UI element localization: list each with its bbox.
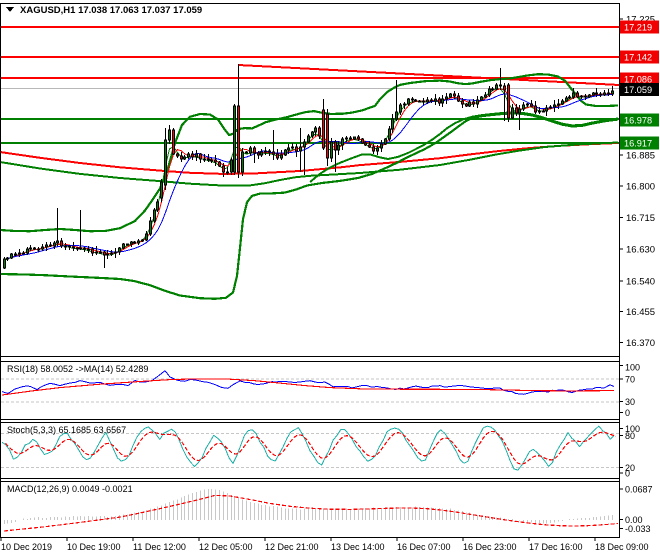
svg-text:16.455: 16.455: [626, 307, 655, 318]
svg-text:30: 30: [625, 397, 635, 407]
svg-text:0.00: 0.00: [625, 515, 643, 525]
svg-text:0.0687: 0.0687: [625, 485, 653, 495]
svg-text:16.885: 16.885: [626, 151, 655, 162]
svg-text:80: 80: [625, 431, 635, 441]
svg-text:18 Dec 09:00: 18 Dec 09:00: [595, 542, 649, 552]
svg-text:0: 0: [625, 408, 630, 418]
svg-text:16.978: 16.978: [624, 116, 652, 126]
svg-text:16.917: 16.917: [624, 139, 652, 149]
svg-text:16.370: 16.370: [626, 338, 655, 349]
svg-text:RSI(18) 58.0052 ->MA(14) 52.4: RSI(18) 58.0052 ->MA(14) 52.4289: [7, 364, 148, 374]
svg-text:16 Dec 07:00: 16 Dec 07:00: [397, 542, 451, 552]
svg-text:17.059: 17.059: [624, 85, 652, 95]
svg-text:16.540: 16.540: [626, 277, 655, 288]
svg-text:Stoch(5,3,3) 65.1685 63.6567: Stoch(5,3,3) 65.1685 63.6567: [7, 425, 126, 435]
svg-text:11 Dec 12:00: 11 Dec 12:00: [133, 542, 186, 552]
svg-text:100: 100: [625, 363, 640, 373]
svg-text:100: 100: [625, 424, 640, 434]
svg-text:16.800: 16.800: [626, 182, 655, 193]
svg-text:10 Dec 2019: 10 Dec 2019: [1, 542, 52, 552]
svg-text:17.086: 17.086: [624, 75, 652, 85]
svg-text:16 Dec 23:00: 16 Dec 23:00: [463, 542, 517, 552]
svg-text:17.142: 17.142: [624, 53, 652, 63]
svg-text:10 Dec 19:00: 10 Dec 19:00: [67, 542, 121, 552]
svg-text:17 Dec 16:00: 17 Dec 16:00: [529, 542, 583, 552]
svg-text:16.630: 16.630: [626, 245, 655, 256]
svg-text:17.225: 17.225: [626, 15, 655, 26]
svg-text:13 Dec 14:00: 13 Dec 14:00: [331, 542, 385, 552]
svg-text:MACD(12,26,9) 0.0049 -0.0021: MACD(12,26,9) 0.0049 -0.0021: [7, 484, 133, 494]
svg-text:16.715: 16.715: [626, 213, 655, 224]
svg-text:70: 70: [625, 375, 635, 385]
svg-text:12 Dec 05:00: 12 Dec 05:00: [199, 542, 253, 552]
svg-text:-0.033: -0.033: [625, 524, 651, 534]
svg-text:20: 20: [625, 463, 635, 473]
svg-text:17.219: 17.219: [624, 23, 652, 33]
svg-text:12 Dec 21:00: 12 Dec 21:00: [265, 542, 319, 552]
svg-text:0: 0: [625, 468, 630, 478]
svg-text:XAGUSD,H1 17.038 17.063 17.03: XAGUSD,H1 17.038 17.063 17.037 17.059: [20, 5, 202, 16]
